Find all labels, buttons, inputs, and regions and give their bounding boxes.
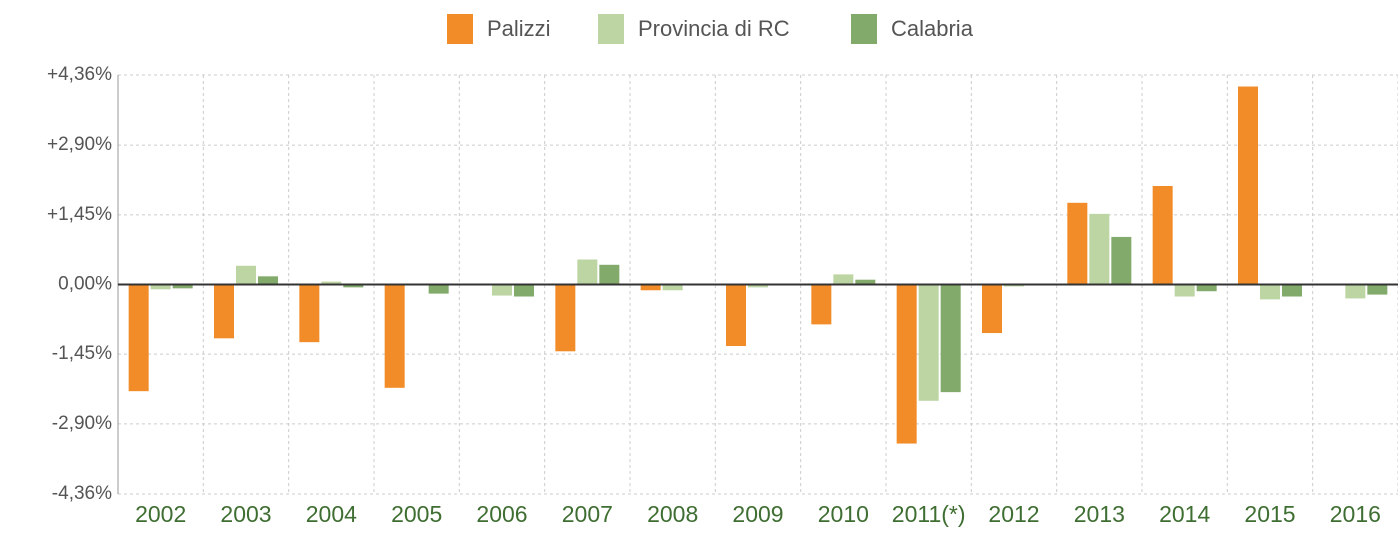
bar [1196, 284, 1217, 292]
x-tick-label: 2015 [1244, 501, 1295, 527]
y-tick-label: -2,90% [52, 413, 112, 434]
bar [1152, 185, 1173, 285]
bar [940, 284, 961, 393]
bar [1067, 202, 1088, 285]
bar [428, 284, 449, 294]
bar [214, 284, 234, 339]
bar [384, 284, 405, 388]
x-tick-label: 2009 [732, 501, 783, 527]
bar [599, 264, 620, 285]
bar [1345, 284, 1366, 299]
y-tick-label: +4,36% [47, 64, 112, 85]
legend-swatch [851, 14, 877, 44]
x-tick-label: 2012 [988, 501, 1039, 527]
bar [299, 284, 320, 343]
bar [1174, 284, 1195, 297]
bar [128, 284, 149, 392]
x-tick-label: 2006 [476, 501, 527, 527]
bar [1111, 236, 1132, 285]
x-tick-label: 2011(*) [892, 501, 966, 527]
bar [258, 276, 278, 285]
bar [514, 284, 534, 297]
bar [896, 284, 917, 444]
legend-swatch [447, 14, 473, 44]
y-tick-label: 0,00% [58, 274, 112, 295]
x-tick-label: 2005 [391, 501, 442, 527]
bar [555, 284, 576, 352]
x-tick-label: 2016 [1330, 501, 1381, 527]
bar [1238, 86, 1258, 285]
legend-label: Palizzi [487, 16, 551, 41]
y-tick-label: -4,36% [52, 483, 112, 504]
bar [662, 284, 683, 291]
bar [321, 281, 342, 285]
y-tick-label: +2,90% [47, 134, 112, 155]
bar [640, 284, 661, 291]
bar [1367, 284, 1388, 295]
x-tick-label: 2013 [1074, 501, 1125, 527]
bar [982, 284, 1002, 334]
bar [748, 284, 768, 288]
x-tick-label: 2004 [306, 501, 357, 527]
bar [150, 284, 171, 290]
x-tick-label: 2003 [220, 501, 271, 527]
bar [1282, 284, 1302, 297]
x-tick-label: 2014 [1159, 501, 1210, 527]
bar [172, 284, 193, 289]
bar [811, 284, 832, 325]
bar [577, 259, 598, 285]
y-tick-label: +1,45% [47, 204, 112, 225]
y-tick-label: -1,45% [52, 343, 112, 364]
x-tick-label: 2010 [818, 501, 869, 527]
x-tick-label: 2002 [135, 501, 186, 527]
bar [343, 284, 364, 288]
bar [492, 284, 512, 296]
bar [855, 279, 876, 285]
bar [236, 265, 256, 285]
bar [1260, 284, 1280, 300]
legend-label: Provincia di RC [638, 16, 790, 41]
bar [1089, 213, 1110, 285]
bar [918, 284, 939, 401]
x-tick-label: 2008 [647, 501, 698, 527]
bar [833, 274, 854, 285]
legend-swatch [598, 14, 624, 44]
legend-label: Calabria [891, 16, 974, 41]
bar [726, 284, 746, 347]
x-tick-label: 2007 [562, 501, 613, 527]
